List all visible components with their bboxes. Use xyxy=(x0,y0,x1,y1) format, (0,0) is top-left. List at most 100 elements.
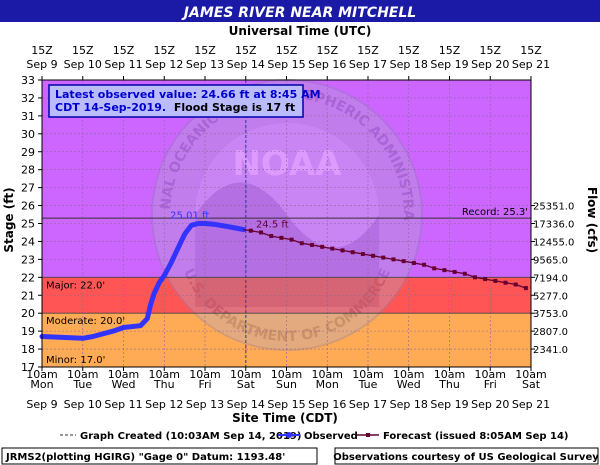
stage-tick-label: 22 xyxy=(21,271,35,284)
forecast-point xyxy=(452,269,457,274)
forecast-point xyxy=(411,260,416,265)
annotation-label: 24.5 ft xyxy=(256,219,289,230)
bottom-date-label: Sep 16 xyxy=(308,398,346,411)
forecast-point xyxy=(401,259,406,264)
stage-tick-label: 23 xyxy=(21,253,35,266)
flow-tick-label: 12455.0 xyxy=(533,237,574,248)
stage-tick-label: 29 xyxy=(21,146,35,159)
legend-forecast-marker xyxy=(366,433,370,437)
record-label: Record: 25.3' xyxy=(462,207,528,218)
stage-tick-label: 32 xyxy=(21,92,35,105)
top-hour-label: 15Z xyxy=(439,44,461,57)
bottom-time-label: 10am xyxy=(434,368,465,381)
forecast-point xyxy=(422,262,427,267)
top-hour-label: 15Z xyxy=(316,44,338,57)
bottom-date-label: Sep 11 xyxy=(104,398,142,411)
title-bar xyxy=(0,0,600,22)
stage-tick-label: 24 xyxy=(21,235,35,248)
bottom-time-label: 10am xyxy=(475,368,506,381)
forecast-point xyxy=(503,280,508,285)
stage-tick-label: 19 xyxy=(21,325,35,338)
bottom-date-label: Sep 10 xyxy=(64,398,102,411)
forecast-point xyxy=(330,246,335,251)
bottom-date-label: Sep 19 xyxy=(430,398,468,411)
bottom-weekday-label: Mon xyxy=(316,378,339,391)
info-box xyxy=(48,84,304,118)
legend: Graph Created (10:03AM Sep 14, 2019) Obs… xyxy=(60,431,569,442)
forecast-point xyxy=(462,271,467,276)
bottom-time-label: 10am xyxy=(26,368,57,381)
bottom-time-label: 10am xyxy=(230,368,261,381)
forecast-point xyxy=(279,235,284,240)
footer-right: Observations courtesy of US Geological S… xyxy=(333,452,599,463)
top-date-label: Sep 15 xyxy=(267,58,305,71)
stage-axis-ticks: 17 18 19 20 21 22 23 24 25 26 27 28 29 30 31 32 33 xyxy=(21,74,42,374)
footer-left-box xyxy=(1,447,318,465)
bottom-date-label: Sep 21 xyxy=(512,398,550,411)
bottom-date-label: Sep 14 xyxy=(227,398,265,411)
bottom-date-label: Sep 9 xyxy=(26,398,57,411)
bottom-time-label: 10am xyxy=(352,368,383,381)
forecast-point xyxy=(391,257,396,262)
top-date-label: Sep 13 xyxy=(186,58,224,71)
bottom-time-label: 10am xyxy=(393,368,424,381)
bottom-weekday-label: Sun xyxy=(276,378,297,391)
top-hour-label: 15Z xyxy=(235,44,257,57)
bottom-time-label: 10am xyxy=(271,368,302,381)
top-date-label: Sep 9 xyxy=(26,58,57,71)
bottom-date-label: Sep 20 xyxy=(471,398,509,411)
top-hour-label: 15Z xyxy=(72,44,94,57)
top-hour-label: 15Z xyxy=(194,44,216,57)
bottom-weekday-label: Tue xyxy=(72,378,92,391)
stage-tick-label: 33 xyxy=(21,74,35,87)
noaa-logo-inner xyxy=(195,123,379,307)
stage-tick-label: 30 xyxy=(21,128,35,141)
forecast-point xyxy=(513,282,518,287)
info-line-1: Latest observed value: 24.66 ft at 8:45 … xyxy=(55,88,321,101)
bottom-time-label: 10am xyxy=(189,368,220,381)
flow-tick-label: 3753.0 xyxy=(533,309,568,320)
forecast-point xyxy=(299,241,304,246)
flow-tick-label: 5277.0 xyxy=(533,291,568,302)
flow-tick-label: 7194.0 xyxy=(533,273,568,284)
stage-tick-label: 28 xyxy=(21,164,35,177)
bottom-date-label: Sep 12 xyxy=(145,398,183,411)
bottom-date-label: Sep 17 xyxy=(349,398,387,411)
forecast-point xyxy=(483,277,488,282)
forecast-point xyxy=(259,230,264,235)
forecast-point xyxy=(381,255,386,260)
info-date: CDT 14-Sep-2019. xyxy=(55,101,166,114)
stage-tick-label: 20 xyxy=(21,307,35,320)
top-date-label: Sep 20 xyxy=(471,58,509,71)
bottom-weekday-label: Wed xyxy=(397,378,421,391)
stage-tick-label: 21 xyxy=(21,289,35,302)
top-hour-label: 15Z xyxy=(479,44,501,57)
bottom-time-label: 10am xyxy=(67,368,98,381)
chart-title: JAMES RIVER NEAR MITCHELL xyxy=(181,5,416,21)
legend-graph-created: Graph Created (10:03AM Sep 14, 2019) xyxy=(80,431,301,442)
forecast-point xyxy=(360,251,365,256)
forecast-point xyxy=(371,253,376,258)
footer-right-box xyxy=(334,447,599,465)
noaa-logo-bird xyxy=(195,182,379,307)
bottom-time-label: 10am xyxy=(312,368,343,381)
top-hour-label: 15Z xyxy=(31,44,53,57)
bottom-date-label: Sep 15 xyxy=(267,398,305,411)
top-axis-title: Universal Time (UTC) xyxy=(229,24,372,38)
bottom-weekday-label: Thu xyxy=(438,378,460,391)
top-hour-label: 15Z xyxy=(153,44,175,57)
forecast-point xyxy=(432,266,437,271)
stage-tick-label: 17 xyxy=(21,361,35,374)
bottom-weekday-label: Sat xyxy=(237,378,256,391)
stage-tick-label: 25 xyxy=(21,218,35,231)
forecast-point xyxy=(309,243,314,248)
footer-left: JRMS2(plotting HGIRG) "Gage 0" Datum: 11… xyxy=(5,452,285,463)
top-date-label: Sep 18 xyxy=(390,58,428,71)
top-date-label: Sep 11 xyxy=(104,58,142,71)
flow-tick-label: 2341.0 xyxy=(533,345,568,356)
bottom-weekday-label: Fri xyxy=(198,378,211,391)
top-hour-label: 15Z xyxy=(113,44,135,57)
